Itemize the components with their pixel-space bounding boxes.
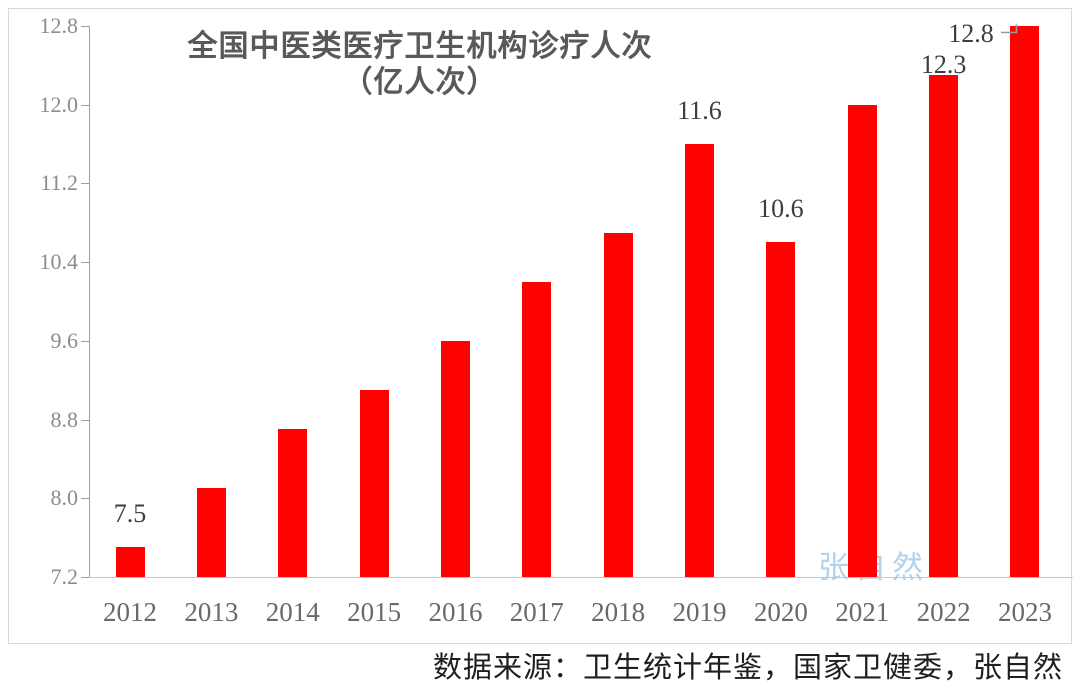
value-label-2022: 12.3 <box>920 50 967 80</box>
bar-2013 <box>196 488 226 577</box>
x-label-2017: 2017 <box>509 597 564 627</box>
bar-2018 <box>603 232 633 577</box>
value-label-2012: 7.5 <box>113 499 147 529</box>
bar-2015 <box>359 390 389 577</box>
x-label-2018: 2018 <box>591 597 646 627</box>
x-label-2014: 2014 <box>265 597 320 627</box>
bar-2016 <box>440 340 470 577</box>
y-axis-line <box>89 26 90 577</box>
y-tick-label: 12.0 <box>39 91 79 117</box>
bar-2023 <box>1010 26 1040 577</box>
y-tick-label: 8.8 <box>50 406 79 432</box>
y-tick <box>81 262 89 264</box>
callout-line-icon <box>1001 24 1018 34</box>
y-tick <box>81 104 89 106</box>
x-label-2019: 2019 <box>672 597 727 627</box>
bar-2020 <box>766 242 796 577</box>
bar-2022 <box>929 75 959 577</box>
y-tick-label: 12.8 <box>39 13 79 38</box>
x-label-2016: 2016 <box>428 597 483 627</box>
y-tick-label: 8.0 <box>50 485 79 511</box>
y-tick <box>81 26 89 27</box>
y-tick <box>81 419 89 421</box>
bar-2021 <box>847 104 877 577</box>
chart-title-line1: 全国中医类医疗卫生机构诊疗人次 <box>187 30 653 63</box>
x-axis-line <box>89 577 1073 578</box>
value-label-2020: 10.6 <box>758 194 804 224</box>
bar-2012 <box>115 547 145 577</box>
x-label-2023: 2023 <box>997 597 1052 627</box>
y-tick-label: 10.4 <box>39 249 79 275</box>
y-tick-label: 11.2 <box>40 170 78 196</box>
y-tick <box>81 340 89 342</box>
x-label-2021: 2021 <box>835 597 890 627</box>
y-tick-label: 9.6 <box>50 327 79 353</box>
x-label-2022: 2022 <box>916 597 971 627</box>
y-tick <box>81 498 89 500</box>
y-tick-label: 7.2 <box>50 564 79 589</box>
chart-title: 全国中医类医疗卫生机构诊疗人次 （亿人次） <box>120 29 720 101</box>
value-label-2019: 11.6 <box>677 96 722 126</box>
x-label-2015: 2015 <box>347 597 402 627</box>
bar-2017 <box>522 281 552 577</box>
y-tick <box>81 183 89 185</box>
chart-border <box>8 8 1072 644</box>
bar-2014 <box>278 429 308 577</box>
y-tick <box>81 577 89 578</box>
chart-title-line2: （亿人次） <box>342 66 498 99</box>
x-label-2020: 2020 <box>753 597 808 627</box>
x-label-2012: 2012 <box>103 597 157 627</box>
bar-2019 <box>685 144 715 577</box>
x-label-2013: 2013 <box>184 597 239 627</box>
value-label-2023: 12.8 <box>948 19 994 48</box>
data-source: 数据来源：卫生统计年鉴，国家卫健委，张自然 <box>432 652 1063 684</box>
